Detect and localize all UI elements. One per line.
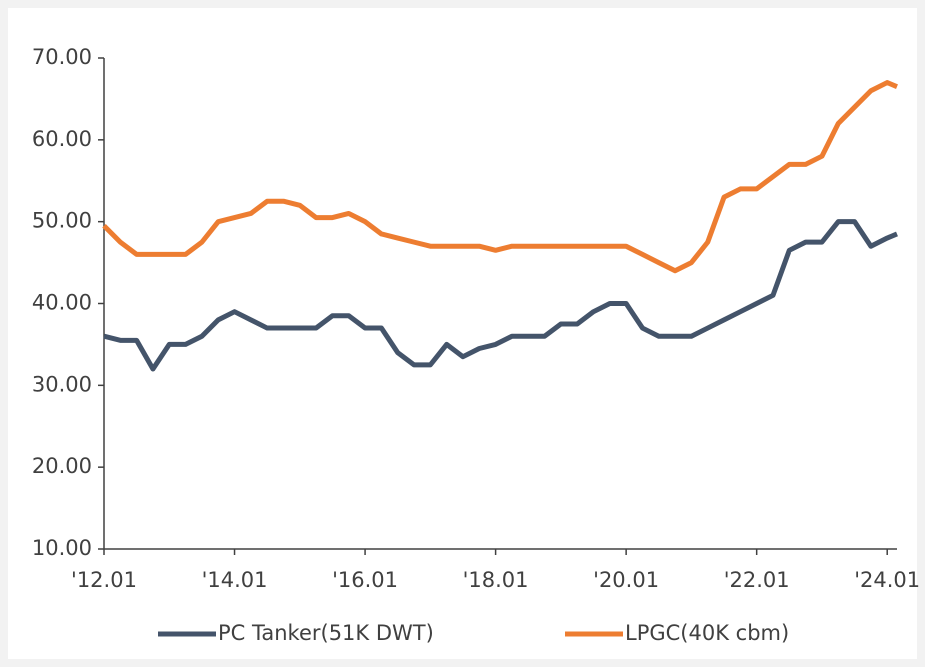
legend-label: PC Tanker(51K DWT) [218, 621, 434, 645]
legend-label: LPGC(40K cbm) [625, 621, 789, 645]
x-tick-label: '18.01 [463, 568, 529, 592]
x-tick-label: '22.01 [724, 568, 790, 592]
y-tick-label: 70.00 [32, 45, 92, 69]
y-tick-label: 10.00 [32, 536, 92, 560]
series-line [102, 80, 898, 274]
y-tick-label: 60.00 [32, 127, 92, 151]
y-tick-label: 50.00 [32, 209, 92, 233]
plot-background [8, 8, 917, 659]
y-tick-label: 40.00 [32, 291, 92, 315]
x-tick-label: '24.01 [854, 568, 920, 592]
x-tick-label: '20.01 [593, 568, 659, 592]
x-tick-label: '16.01 [332, 568, 398, 592]
series-line [103, 219, 898, 372]
y-tick-label: 20.00 [32, 454, 92, 478]
y-tick-label: 30.00 [32, 372, 92, 396]
x-tick-label: '12.01 [71, 568, 137, 592]
x-tick-label: '14.01 [202, 568, 268, 592]
